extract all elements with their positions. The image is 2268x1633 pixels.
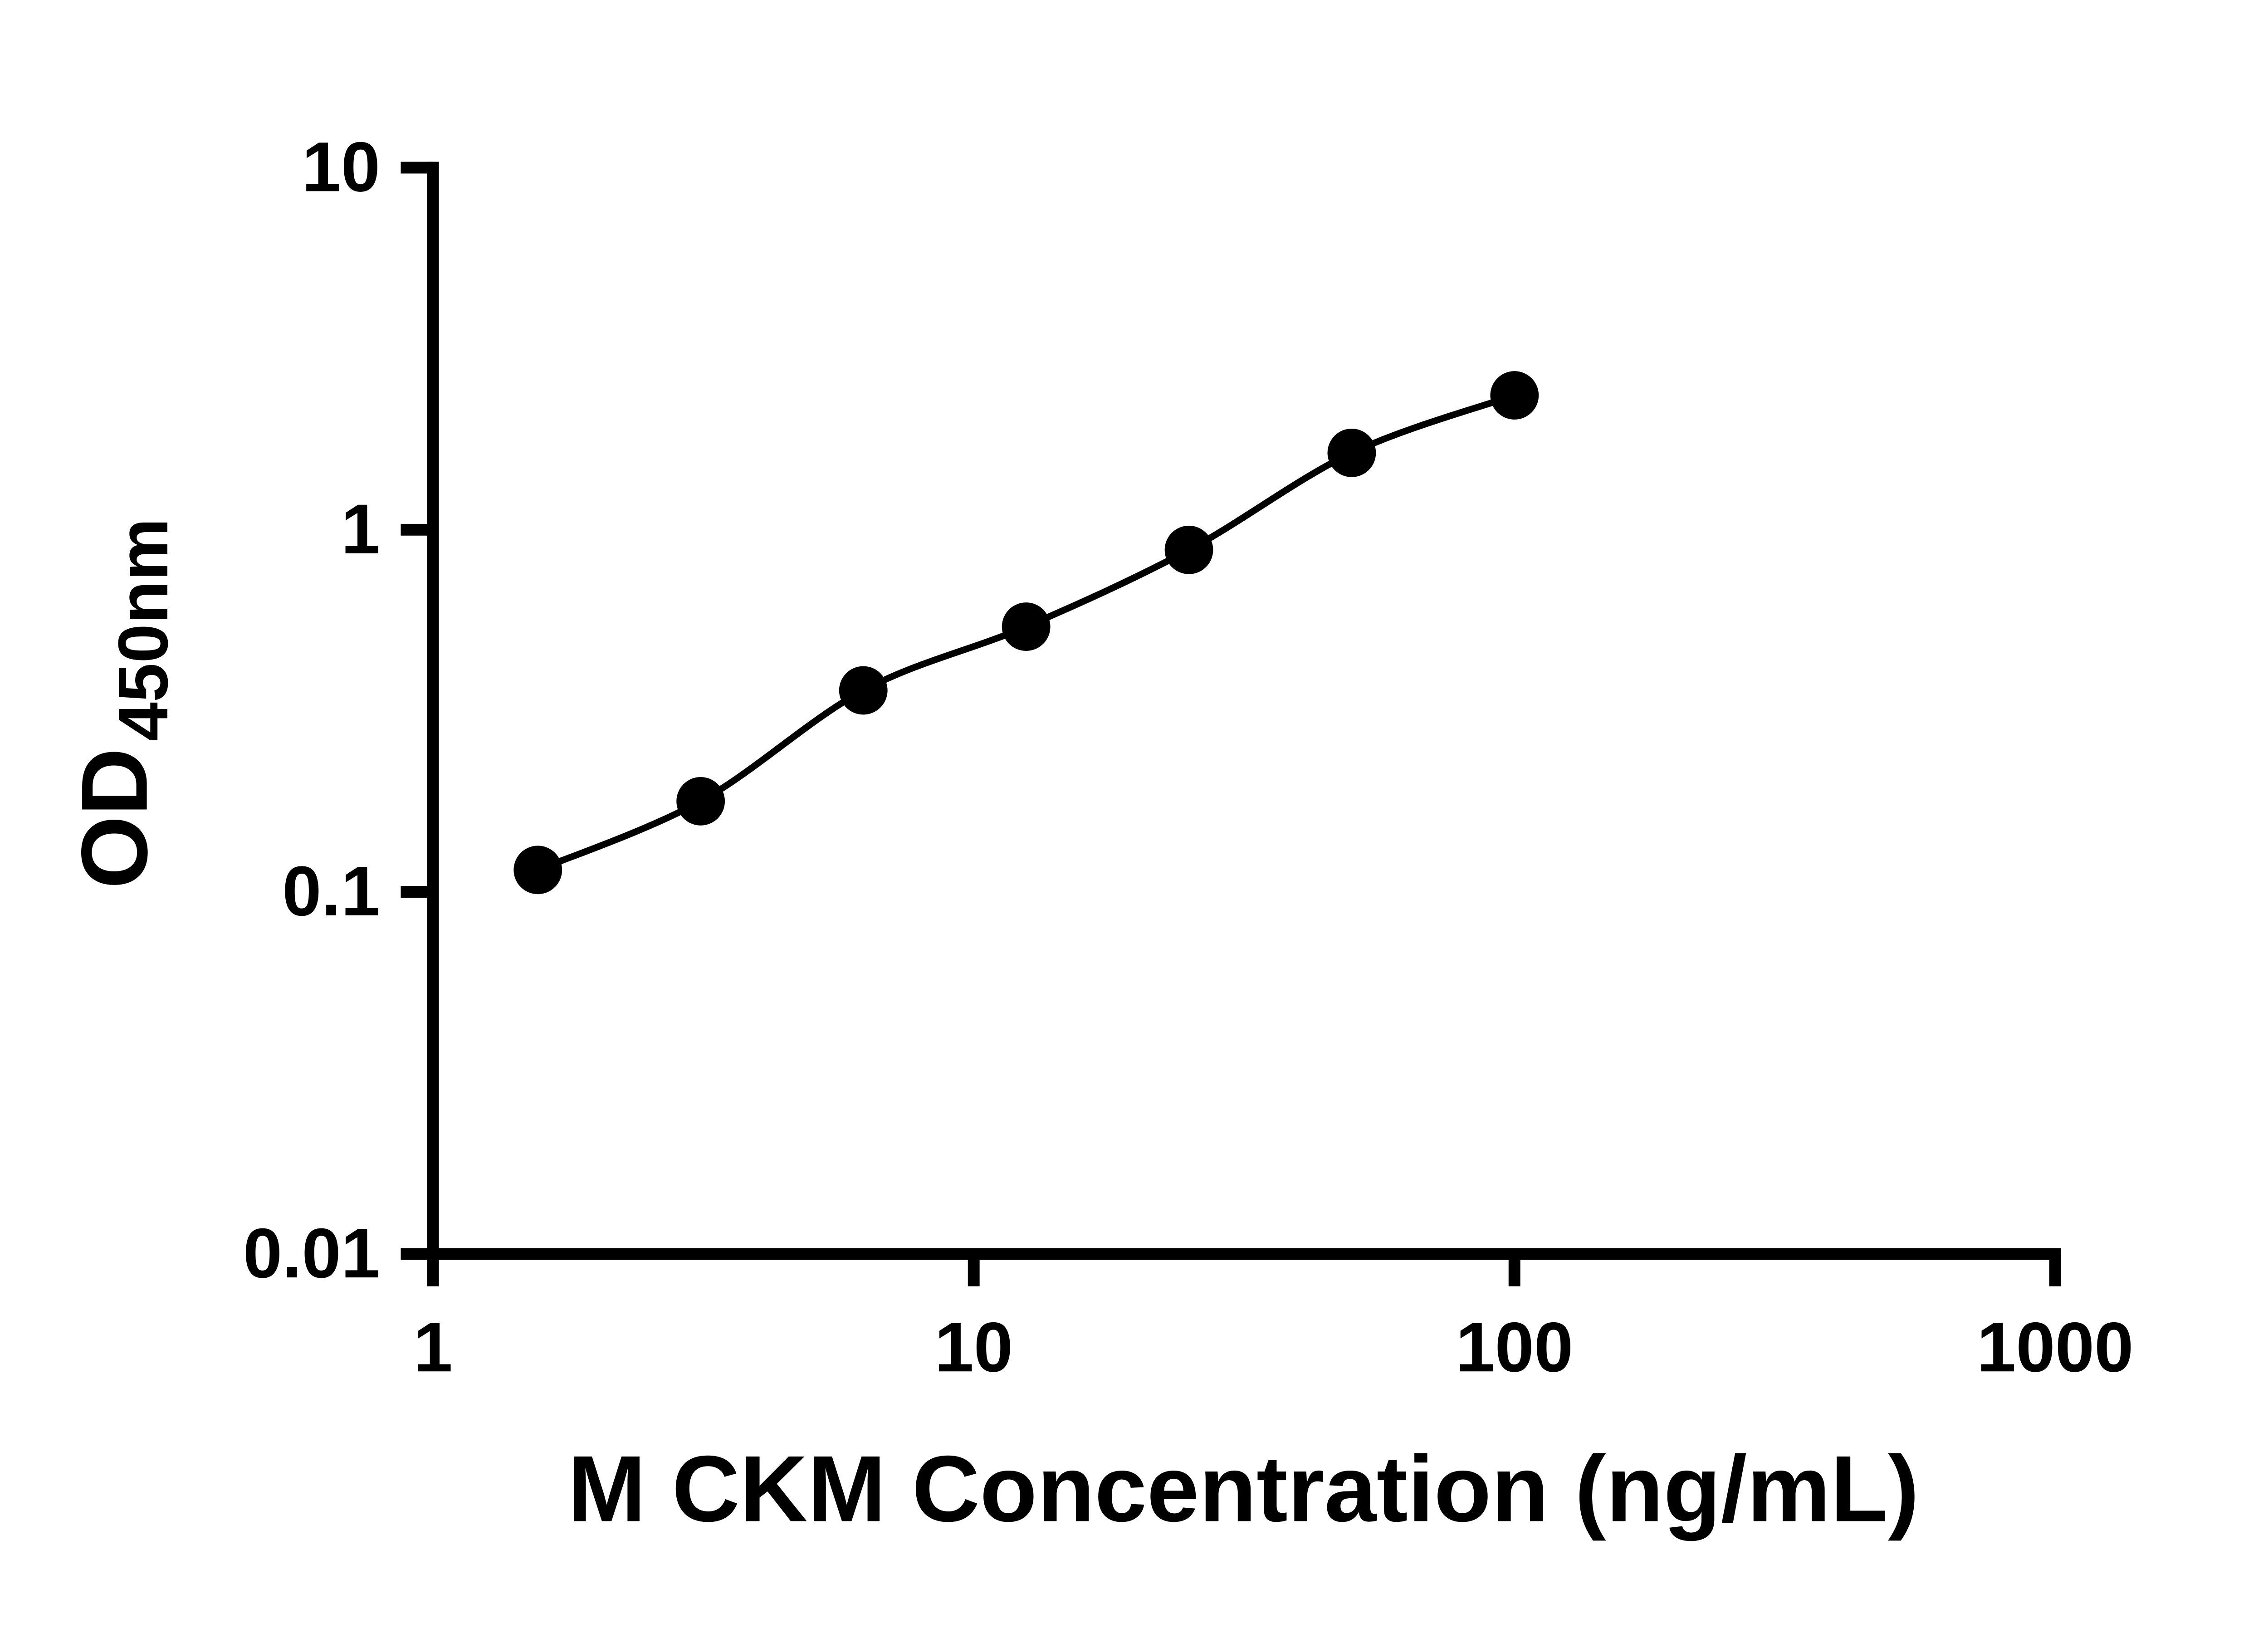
x-tick-label: 10: [934, 1307, 1013, 1386]
data-points: [513, 371, 1539, 895]
y-tick-label: 1: [341, 489, 380, 568]
y-axis-title-main: OD: [62, 748, 167, 889]
x-tick-label: 1000: [1977, 1307, 2134, 1386]
axes: [427, 161, 2061, 1260]
y-axis-ticks: 10 1 0.1 0.01: [243, 127, 433, 1292]
data-point: [1002, 602, 1051, 651]
x-tick-label: 1: [413, 1307, 452, 1386]
data-point: [1490, 371, 1539, 420]
y-tick-label: 10: [302, 127, 380, 206]
x-axis-title: M CKM Concentration (ng/mL): [567, 1436, 1919, 1541]
data-point: [1164, 525, 1213, 574]
data-point: [839, 666, 888, 715]
y-tick-label: 0.1: [282, 851, 380, 930]
data-point: [676, 777, 725, 826]
data-point: [513, 846, 562, 895]
y-axis-title-sub: 450nm: [103, 518, 182, 741]
data-point: [1327, 428, 1376, 477]
y-axis-title: OD 450nm: [62, 518, 182, 889]
x-tick-label: 100: [1456, 1307, 1573, 1386]
y-tick-label: 0.01: [243, 1213, 380, 1292]
x-axis-ticks: 1 10 100 1000: [413, 1254, 2134, 1386]
